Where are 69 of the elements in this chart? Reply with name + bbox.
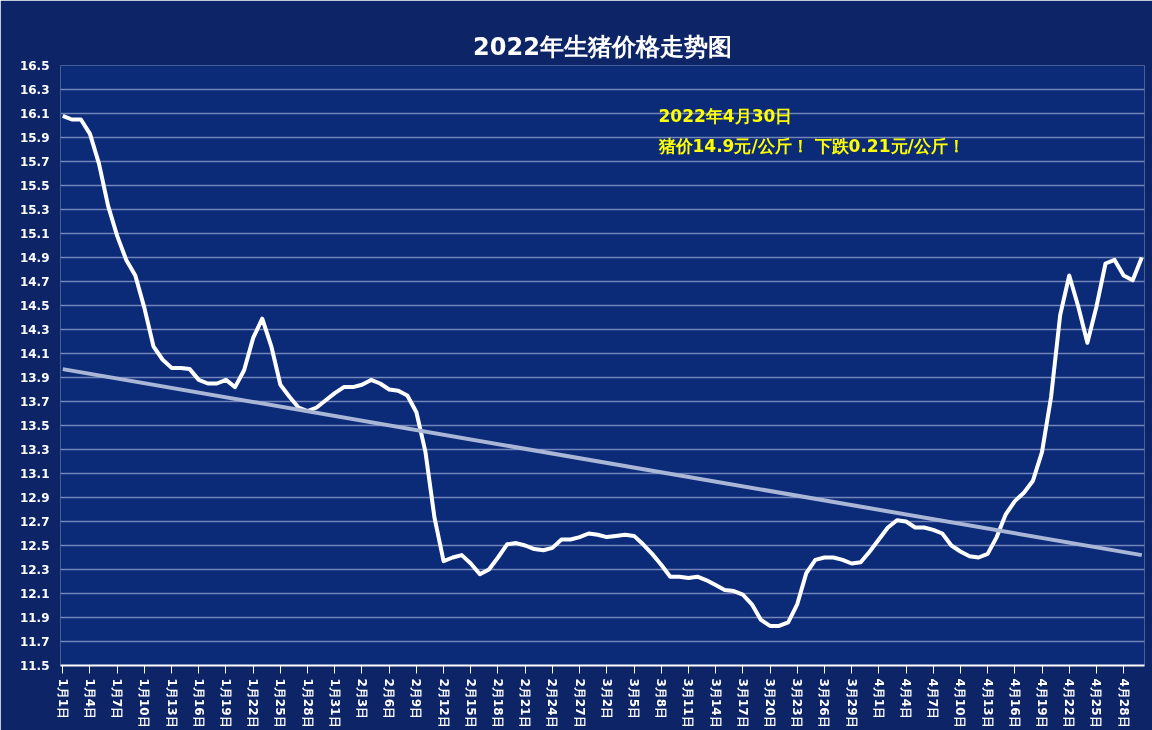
x-tick-label: 2月15日 bbox=[463, 678, 478, 728]
x-tick-label: 3月11日 bbox=[681, 678, 696, 728]
y-tick-label: 14.5 bbox=[19, 299, 50, 313]
y-tick-label: 16.3 bbox=[19, 83, 50, 97]
y-tick-label: 14.1 bbox=[19, 347, 50, 361]
y-tick-label: 16.1 bbox=[19, 107, 50, 121]
y-tick-label: 12.1 bbox=[19, 587, 50, 601]
x-tick-label: 1月10日 bbox=[137, 678, 152, 728]
x-tick-label: 4月1日 bbox=[871, 678, 886, 720]
x-tick-label: 3月17日 bbox=[735, 678, 750, 728]
annotation: 猪价14.9元/公斤！ 下跌0.21元/公斤！ bbox=[657, 135, 965, 156]
x-tick-label: 1月19日 bbox=[218, 678, 233, 728]
y-tick-label: 14.9 bbox=[19, 251, 50, 265]
annotation: 2022年4月30日 bbox=[658, 105, 793, 126]
chart-title: 2022年生猪价格走势图 bbox=[473, 32, 732, 61]
x-tick-label: 4月7日 bbox=[926, 678, 941, 720]
y-tick-label: 13.7 bbox=[19, 395, 50, 409]
x-tick-label: 3月26日 bbox=[817, 678, 832, 728]
x-tick-label: 4月4日 bbox=[899, 678, 914, 720]
x-tick-label: 1月13日 bbox=[164, 678, 179, 728]
y-tick-label: 11.9 bbox=[19, 611, 50, 625]
x-tick-label: 1月22日 bbox=[246, 678, 261, 728]
x-tick-label: 1月4日 bbox=[82, 678, 97, 720]
y-tick-label: 14.7 bbox=[19, 275, 50, 289]
x-tick-label: 4月25日 bbox=[1089, 678, 1104, 728]
y-tick-label: 16.5 bbox=[19, 59, 50, 73]
y-tick-label: 13.5 bbox=[19, 419, 50, 433]
y-tick-label: 13.9 bbox=[19, 371, 50, 385]
x-tick-label: 2月3日 bbox=[354, 678, 369, 720]
y-tick-label: 12.7 bbox=[19, 515, 50, 529]
x-tick-label: 4月13日 bbox=[980, 678, 995, 728]
y-tick-label: 12.9 bbox=[19, 491, 50, 505]
y-tick-label: 12.5 bbox=[19, 539, 50, 553]
x-tick-label: 1月25日 bbox=[273, 678, 288, 728]
x-tick-label: 1月28日 bbox=[300, 678, 315, 728]
y-tick-label: 13.1 bbox=[19, 467, 50, 481]
x-tick-label: 2月6日 bbox=[382, 678, 397, 720]
y-tick-label: 13.3 bbox=[19, 443, 50, 457]
x-tick-label: 2月27日 bbox=[572, 678, 587, 728]
x-tick-label: 3月23日 bbox=[790, 678, 805, 728]
y-tick-label: 11.5 bbox=[19, 659, 50, 673]
x-tick-label: 3月20日 bbox=[763, 678, 778, 728]
x-tick-label: 4月10日 bbox=[953, 678, 968, 728]
x-tick-label: 2月24日 bbox=[545, 678, 560, 728]
x-tick-label: 1月7日 bbox=[110, 678, 125, 720]
x-tick-label: 1月16日 bbox=[191, 678, 206, 728]
y-tick-label: 15.5 bbox=[19, 179, 50, 193]
x-tick-label: 2月21日 bbox=[518, 678, 533, 728]
x-tick-label: 1月1日 bbox=[55, 678, 70, 720]
x-tick-label: 3月14日 bbox=[708, 678, 723, 728]
x-tick-label: 4月16日 bbox=[1007, 678, 1022, 728]
x-tick-label: 3月2日 bbox=[599, 678, 614, 720]
y-tick-label: 15.7 bbox=[19, 155, 50, 169]
x-tick-label: 3月8日 bbox=[654, 678, 669, 720]
x-tick-label: 4月19日 bbox=[1035, 678, 1050, 728]
x-tick-label: 2月12日 bbox=[436, 678, 451, 728]
x-tick-label: 4月28日 bbox=[1116, 678, 1131, 728]
y-tick-label: 14.3 bbox=[19, 323, 50, 337]
x-tick-label: 4月22日 bbox=[1062, 678, 1077, 728]
y-tick-label: 15.1 bbox=[19, 227, 50, 241]
y-tick-label: 15.9 bbox=[19, 131, 50, 145]
x-tick-label: 1月31日 bbox=[327, 678, 342, 728]
x-tick-label: 3月5日 bbox=[627, 678, 642, 720]
y-tick-label: 15.3 bbox=[19, 203, 50, 217]
x-tick-label: 2月18日 bbox=[491, 678, 505, 728]
y-tick-label: 12.3 bbox=[19, 563, 50, 577]
x-tick-label: 3月29日 bbox=[844, 678, 859, 728]
y-tick-label: 11.7 bbox=[19, 635, 50, 649]
x-tick-label: 2月9日 bbox=[409, 678, 424, 720]
